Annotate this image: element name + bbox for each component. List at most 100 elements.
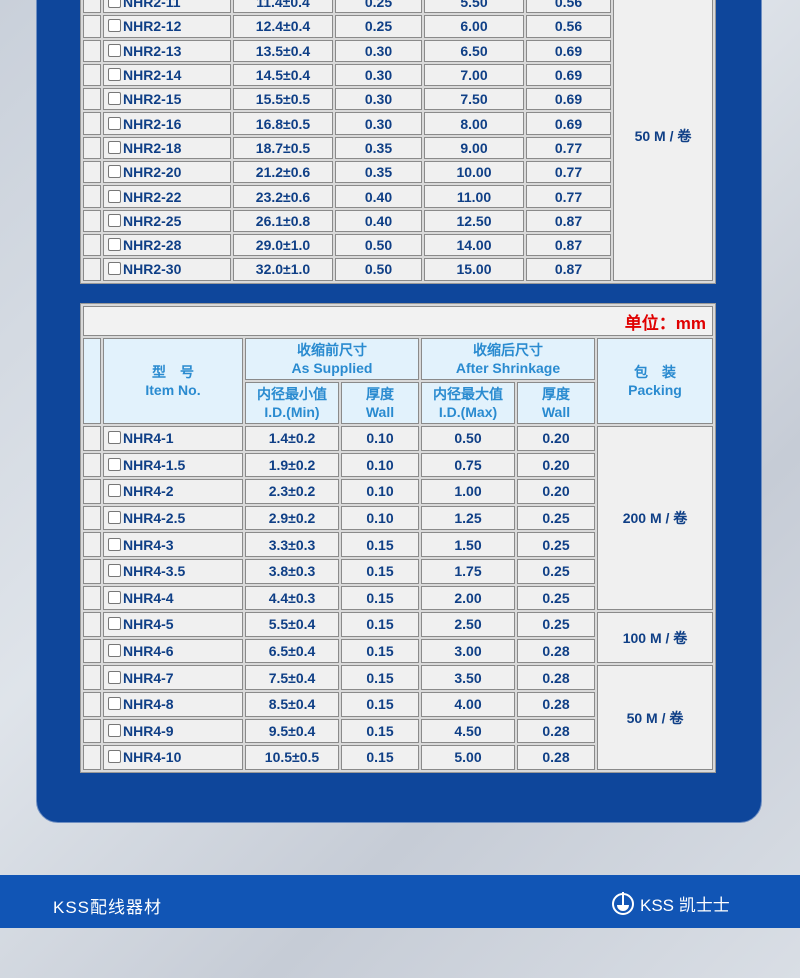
wall-after-cell: 0.25 (517, 558, 595, 584)
brand-logo: KSS 凯士士 (612, 891, 730, 916)
checkbox[interactable] (108, 140, 121, 154)
checkbox[interactable] (108, 670, 121, 684)
checkbox[interactable] (108, 92, 121, 106)
checkbox[interactable] (108, 484, 121, 498)
packing-cell: 50 M / 卷 (597, 665, 713, 770)
checkbox[interactable] (108, 68, 121, 82)
item-label: NHR4-9 (123, 722, 174, 739)
item-label: NHR2-30 (123, 261, 182, 278)
checkbox[interactable] (108, 564, 121, 578)
checkbox[interactable] (108, 431, 121, 445)
item-label: NHR4-6 (123, 643, 174, 660)
item-cell[interactable]: NHR4-2.5 (103, 505, 243, 531)
item-label: NHR2-15 (123, 91, 182, 108)
id-min-cell: 18.7±0.5 (233, 136, 333, 160)
item-cell[interactable]: NHR2-15 (103, 88, 231, 111)
item-cell[interactable]: NHR2-12 (103, 15, 231, 38)
wall-after-cell: 0.25 (517, 585, 595, 611)
checkbox[interactable] (108, 165, 121, 179)
item-cell[interactable]: NHR2-28 (103, 233, 231, 257)
item-cell[interactable]: NHR2-14 (103, 63, 231, 87)
wall-cell: 0.15 (341, 665, 419, 690)
wall-after-cell: 0.25 (517, 532, 595, 557)
item-cell[interactable]: NHR4-5 (103, 612, 243, 637)
id-min-cell: 29.0±1.0 (233, 233, 333, 257)
item-cell[interactable]: NHR4-6 (103, 638, 243, 664)
item-cell[interactable]: NHR2-22 (103, 185, 231, 208)
item-label: NHR4-7 (123, 669, 174, 686)
table-row: NHR2-20 21.2±0.6 0.35 10.00 0.77 (83, 161, 713, 184)
checkbox[interactable] (108, 697, 121, 711)
id-min-cell: 2.9±0.2 (245, 505, 339, 531)
id-min-cell: 13.5±0.4 (233, 39, 333, 62)
row-spacer (83, 452, 101, 478)
item-cell[interactable]: NHR4-4 (103, 585, 243, 611)
item-cell[interactable]: NHR2-25 (103, 209, 231, 232)
wall-after-en: Wall (541, 404, 571, 420)
checkbox[interactable] (108, 537, 121, 551)
id-max-cell: 8.00 (424, 112, 524, 135)
item-cell[interactable]: NHR4-3 (103, 532, 243, 557)
item-cell[interactable]: NHR4-9 (103, 718, 243, 744)
id-min-cell: 23.2±0.6 (233, 185, 333, 208)
checkbox[interactable] (108, 723, 121, 737)
checkbox[interactable] (108, 457, 121, 471)
checkbox[interactable] (108, 617, 121, 631)
row-spacer (83, 88, 101, 111)
item-cell[interactable]: NHR2-16 (103, 112, 231, 135)
item-label: NHR4-4 (123, 589, 174, 606)
item-cell[interactable]: NHR4-1.5 (103, 452, 243, 478)
item-label: NHR4-1 (123, 430, 174, 447)
item-label: NHR2-22 (123, 188, 182, 205)
item-cell[interactable]: NHR2-18 (103, 136, 231, 160)
id-max-cell: 1.75 (421, 558, 515, 584)
wall-cell: 0.50 (335, 233, 422, 257)
checkbox[interactable] (108, 189, 121, 203)
row-spacer (83, 638, 101, 664)
item-cell[interactable]: NHR4-10 (103, 745, 243, 770)
wall-after-cell: 0.69 (526, 112, 611, 135)
wall-cell: 0.15 (341, 585, 419, 611)
checkbox[interactable] (108, 0, 121, 9)
item-label: NHR2-18 (123, 139, 182, 156)
item-cell[interactable]: NHR2-20 (103, 161, 231, 184)
id-max-en: I.D.(Max) (438, 404, 498, 420)
id-max-cell: 1.00 (421, 479, 515, 504)
checkbox[interactable] (108, 116, 121, 130)
wall-cell: 0.10 (341, 505, 419, 531)
checkbox[interactable] (108, 750, 121, 764)
id-min-cell: 5.5±0.4 (245, 612, 339, 637)
item-cell[interactable]: NHR2-11 (103, 0, 231, 14)
checkbox[interactable] (108, 43, 121, 57)
checkbox[interactable] (108, 644, 121, 658)
item-cell[interactable]: NHR2-13 (103, 39, 231, 62)
checkbox[interactable] (108, 511, 121, 525)
wall-after-cell: 0.28 (517, 691, 595, 717)
id-min-header: 内径最小值 I.D.(Min) (245, 382, 339, 424)
item-label: NHR2-20 (123, 164, 182, 181)
id-min-en: I.D.(Min) (264, 404, 320, 420)
item-cell[interactable]: NHR2-30 (103, 258, 231, 281)
checkbox[interactable] (108, 19, 121, 33)
product-table-nhr4: 单位：mm 型 号 Item No. 收缩前尺寸 As Supplied 收缩后尺寸… (80, 303, 716, 773)
item-cell[interactable]: NHR4-1 (103, 426, 243, 451)
item-cell[interactable]: NHR4-8 (103, 691, 243, 717)
wall-after-cell: 0.56 (526, 15, 611, 38)
wall-cell: 0.15 (341, 532, 419, 557)
wall-after-cell: 0.28 (517, 638, 595, 664)
id-max-cell: 6.00 (424, 15, 524, 38)
id-max-cell: 6.50 (424, 39, 524, 62)
item-cell[interactable]: NHR4-7 (103, 665, 243, 690)
wall-cell: 0.10 (341, 479, 419, 504)
checkbox[interactable] (108, 213, 121, 227)
wall-after-header: 厚度 Wall (517, 382, 595, 424)
row-spacer (83, 558, 101, 584)
item-cell[interactable]: NHR4-2 (103, 479, 243, 504)
checkbox[interactable] (108, 262, 121, 276)
checkbox[interactable] (108, 590, 121, 604)
table-row: NHR2-11 11.4±0.4 0.25 5.50 0.56 50 M / 卷 (83, 0, 713, 281)
id-min-cell: 32.0±1.0 (233, 258, 333, 281)
item-label: NHR2-16 (123, 115, 182, 132)
checkbox[interactable] (108, 238, 121, 252)
item-cell[interactable]: NHR4-3.5 (103, 558, 243, 584)
